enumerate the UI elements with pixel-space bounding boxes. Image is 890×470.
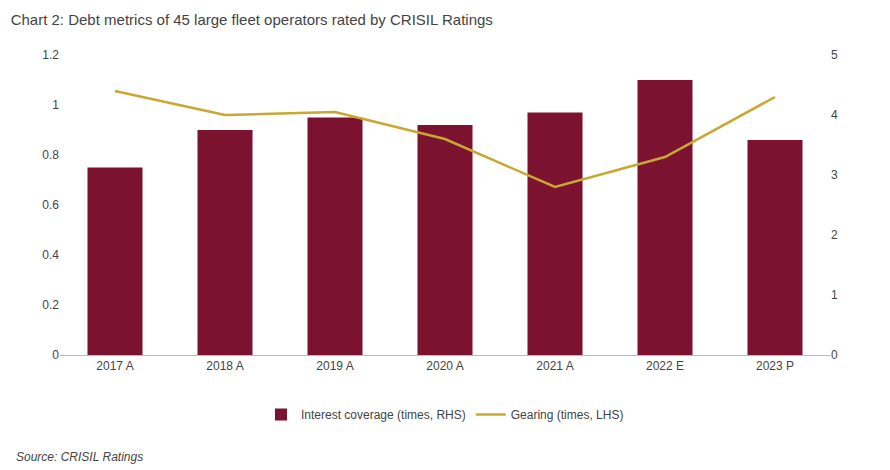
svg-text:0.6: 0.6 bbox=[42, 198, 59, 212]
svg-text:Interest coverage (times, RHS): Interest coverage (times, RHS) bbox=[301, 408, 466, 422]
svg-text:1: 1 bbox=[52, 98, 59, 112]
svg-text:0.4: 0.4 bbox=[42, 248, 59, 262]
svg-text:0: 0 bbox=[52, 348, 59, 362]
svg-text:2017 A: 2017 A bbox=[96, 359, 133, 373]
svg-text:2: 2 bbox=[831, 228, 838, 242]
svg-text:3: 3 bbox=[831, 168, 838, 182]
svg-text:1: 1 bbox=[831, 288, 838, 302]
svg-text:Chart 2: Debt metrics of 45 la: Chart 2: Debt metrics of 45 large fleet … bbox=[11, 11, 493, 28]
svg-text:0.2: 0.2 bbox=[42, 298, 59, 312]
svg-text:0.8: 0.8 bbox=[42, 148, 59, 162]
svg-text:Source: CRISIL Ratings: Source: CRISIL Ratings bbox=[16, 450, 143, 464]
svg-text:2019 A: 2019 A bbox=[316, 359, 353, 373]
svg-text:1.2: 1.2 bbox=[42, 48, 59, 62]
svg-text:0: 0 bbox=[831, 348, 838, 362]
svg-text:Gearing (times, LHS): Gearing (times, LHS) bbox=[511, 408, 624, 422]
svg-text:2020 A: 2020 A bbox=[426, 359, 463, 373]
svg-text:2022 E: 2022 E bbox=[646, 359, 684, 373]
svg-text:2018 A: 2018 A bbox=[206, 359, 243, 373]
svg-text:5: 5 bbox=[831, 48, 838, 62]
svg-text:2021 A: 2021 A bbox=[536, 359, 573, 373]
svg-text:2023 P: 2023 P bbox=[756, 359, 794, 373]
svg-text:4: 4 bbox=[831, 108, 838, 122]
